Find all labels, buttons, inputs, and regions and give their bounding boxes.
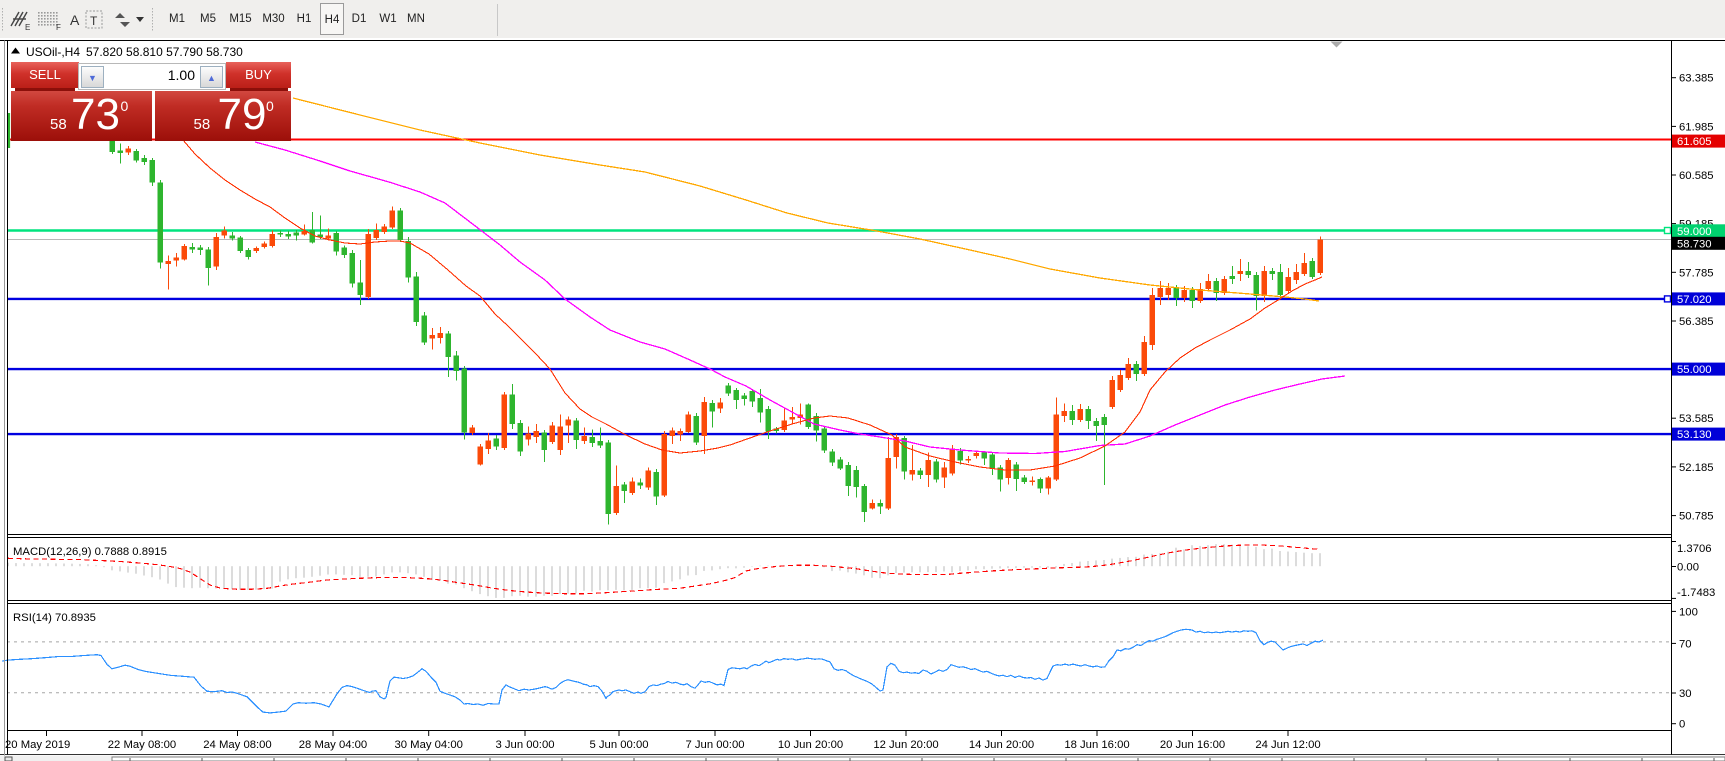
svg-text:50.785: 50.785: [1679, 511, 1714, 523]
svg-text:0: 0: [1679, 719, 1685, 731]
svg-text:12 Jun 20:00: 12 Jun 20:00: [873, 739, 938, 751]
svg-text:14 Jun 20:00: 14 Jun 20:00: [969, 739, 1034, 751]
svg-text:30 May 04:00: 30 May 04:00: [394, 739, 462, 751]
svg-text:53.585: 53.585: [1679, 413, 1714, 425]
svg-text:A: A: [70, 12, 80, 28]
svg-text:RSI(14) 70.8935: RSI(14) 70.8935: [13, 612, 96, 624]
svg-text:E: E: [25, 23, 30, 32]
svg-text:58.730: 58.730: [1677, 238, 1712, 250]
svg-text:7 Jun 00:00: 7 Jun 00:00: [685, 739, 744, 751]
svg-text:52.185: 52.185: [1679, 462, 1714, 474]
svg-text:57.020: 57.020: [1677, 294, 1712, 306]
svg-text:3 Jun 00:00: 3 Jun 00:00: [495, 739, 554, 751]
svg-text:-1.7483: -1.7483: [1677, 587, 1715, 599]
svg-text:100: 100: [1679, 606, 1698, 618]
svg-text:60.585: 60.585: [1679, 170, 1714, 182]
svg-text:USOil-,H4: USOil-,H4: [26, 45, 80, 59]
svg-text:28 May 04:00: 28 May 04:00: [299, 739, 367, 751]
svg-text:1.3706: 1.3706: [1677, 543, 1712, 555]
svg-text:20 May 2019: 20 May 2019: [5, 739, 70, 751]
svg-text:61.985: 61.985: [1679, 121, 1714, 133]
svg-text:56.385: 56.385: [1679, 316, 1714, 328]
svg-text:0.00: 0.00: [1677, 562, 1699, 574]
svg-text:24 Jun 12:00: 24 Jun 12:00: [1255, 739, 1320, 751]
svg-text:T: T: [90, 14, 98, 28]
svg-text:5 Jun 00:00: 5 Jun 00:00: [589, 739, 648, 751]
svg-text:MACD(12,26,9) 0.7888 0.8915: MACD(12,26,9) 0.7888 0.8915: [13, 546, 167, 558]
svg-text:20 Jun 16:00: 20 Jun 16:00: [1160, 739, 1225, 751]
svg-text:55.000: 55.000: [1677, 364, 1712, 376]
svg-text:63.385: 63.385: [1679, 73, 1714, 85]
svg-text:61.605: 61.605: [1677, 136, 1712, 148]
svg-text:57.785: 57.785: [1679, 267, 1714, 279]
svg-text:F: F: [56, 23, 61, 32]
svg-text:53.130: 53.130: [1677, 429, 1712, 441]
svg-text:59.000: 59.000: [1677, 226, 1712, 238]
svg-text:30: 30: [1679, 688, 1692, 700]
svg-text:10 Jun 20:00: 10 Jun 20:00: [778, 739, 843, 751]
svg-text:70: 70: [1679, 638, 1692, 650]
svg-text:22 May 08:00: 22 May 08:00: [108, 739, 176, 751]
svg-text:57.820 58.810 57.790 58.730: 57.820 58.810 57.790 58.730: [86, 45, 243, 59]
svg-text:24 May 08:00: 24 May 08:00: [203, 739, 271, 751]
svg-text:18 Jun 16:00: 18 Jun 16:00: [1064, 739, 1129, 751]
